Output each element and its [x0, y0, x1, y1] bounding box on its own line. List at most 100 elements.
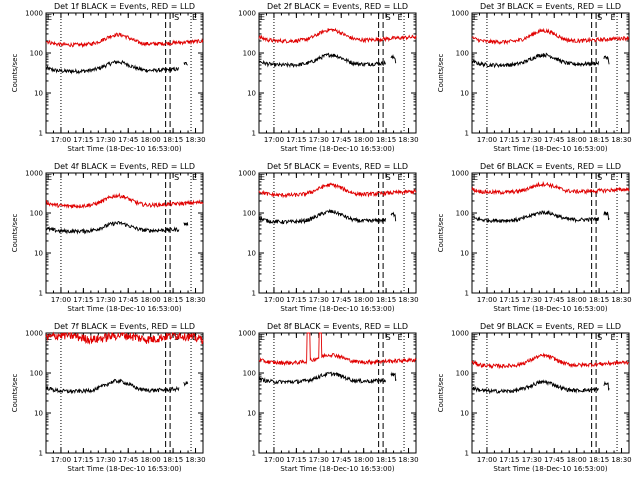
y-tick-label: 100	[30, 50, 43, 58]
panel-det-9: Det 9f BLACK = Events, RED = LLD 1 10 100 10…	[437, 322, 632, 473]
period-marker-label: S	[174, 13, 179, 22]
x-tick-label: 17:45	[331, 296, 351, 304]
x-axis-label: Start Time (18-Dec-10 16:53:00)	[493, 305, 607, 313]
x-axis-label: Start Time (18-Dec-10 16:53:00)	[280, 465, 394, 473]
panel-det-3: Det 3f BLACK = Events, RED = LLD 1 10 100 10…	[437, 2, 632, 153]
period-marker-label: E	[260, 173, 265, 182]
x-tick-label: 17:45	[544, 296, 564, 304]
x-tick-label: 17:00	[264, 136, 284, 144]
x-tick-label: 18:30	[185, 296, 205, 304]
panel-title: Det 4f BLACK = Events, RED = LLD	[54, 162, 195, 171]
x-tick-label: 18:15	[376, 456, 396, 464]
y-tick-label: 1000	[451, 10, 469, 18]
series-events-line	[471, 209, 610, 224]
x-tick-label: 17:15	[73, 296, 93, 304]
x-tick-label: 17:45	[118, 136, 138, 144]
period-marker-label: S	[386, 13, 391, 22]
plot-frame	[471, 12, 630, 134]
panel-title: Det 7f BLACK = Events, RED = LLD	[54, 322, 195, 331]
x-tick-label: 17:45	[544, 456, 564, 464]
x-tick-label: 17:00	[264, 456, 284, 464]
x-tick-label: 18:15	[589, 456, 609, 464]
x-tick-label: 17:30	[309, 296, 329, 304]
y-tick-label: 1	[39, 290, 43, 298]
x-tick-label: 18:30	[185, 456, 205, 464]
x-tick-label: 17:30	[522, 136, 542, 144]
series-lld-line	[45, 192, 204, 209]
x-tick-label: 17:00	[477, 136, 497, 144]
plot-frame	[45, 332, 204, 454]
y-tick-label: 10	[247, 90, 256, 98]
x-tick-label: 18:15	[376, 296, 396, 304]
panel-det-1: Det 1f BLACK = Events, RED = LLD 1 10 100 10…	[11, 2, 206, 153]
series-lld-line	[45, 331, 204, 345]
y-tick-label: 1000	[238, 330, 256, 338]
y-tick-label: 1000	[238, 10, 256, 18]
y-axis-label: Counts/sec	[437, 374, 445, 413]
x-tick-label: 18:15	[163, 456, 183, 464]
series-lld-line	[471, 27, 630, 45]
period-marker-label: E	[473, 13, 478, 22]
plot-frame	[45, 172, 204, 294]
x-tick-label: 18:15	[589, 136, 609, 144]
panel-det-5: Det 5f BLACK = Events, RED = LLD 1 10 100 10…	[238, 162, 418, 313]
x-tick-label: 18:00	[141, 136, 161, 144]
x-tick-label: 17:15	[286, 296, 306, 304]
period-marker-label: E	[260, 333, 265, 342]
y-tick-label: 1	[39, 130, 43, 138]
panel-title: Det 3f BLACK = Events, RED = LLD	[480, 2, 621, 11]
panel-title: Det 9f BLACK = Events, RED = LLD	[480, 322, 621, 331]
x-tick-label: 17:15	[499, 136, 519, 144]
y-tick-label: 10	[247, 410, 256, 418]
y-tick-label: 100	[30, 370, 43, 378]
y-tick-label: 10	[460, 410, 469, 418]
series-events-line	[471, 52, 610, 69]
x-tick-label: 17:00	[477, 456, 497, 464]
panel-title: Det 1f BLACK = Events, RED = LLD	[54, 2, 195, 11]
x-tick-label: 17:45	[118, 296, 138, 304]
x-tick-label: 17:30	[309, 136, 329, 144]
y-axis-label: Counts/sec	[11, 54, 19, 93]
x-tick-label: 18:30	[398, 296, 418, 304]
y-tick-label: 1000	[25, 170, 43, 178]
period-marker-label: E	[398, 13, 403, 22]
x-tick-label: 18:30	[398, 136, 418, 144]
period-marker-label: E	[611, 333, 616, 342]
x-tick-label: 18:15	[376, 136, 396, 144]
series-lld-line	[258, 27, 417, 44]
x-axis-label: Start Time (18-Dec-10 16:53:00)	[493, 465, 607, 473]
x-tick-label: 17:15	[286, 456, 306, 464]
x-tick-label: 17:30	[96, 136, 116, 144]
y-tick-label: 100	[243, 210, 256, 218]
y-tick-label: 1	[252, 290, 256, 298]
series-events-line	[258, 371, 397, 385]
plot-frame	[471, 172, 630, 294]
period-marker-label: S	[386, 173, 391, 182]
x-tick-label: 17:15	[286, 136, 306, 144]
period-marker-label: S	[597, 13, 602, 22]
x-tick-label: 17:45	[544, 136, 564, 144]
x-tick-label: 17:30	[96, 296, 116, 304]
x-tick-label: 17:45	[118, 456, 138, 464]
period-marker-label: S	[386, 333, 391, 342]
series-events-line	[258, 208, 397, 225]
y-tick-label: 1000	[25, 10, 43, 18]
x-tick-label: 18:00	[141, 456, 161, 464]
y-tick-label: 100	[243, 50, 256, 58]
period-marker-label: E	[47, 333, 52, 342]
y-tick-label: 1	[252, 450, 256, 458]
x-tick-label: 18:00	[567, 456, 587, 464]
x-tick-label: 17:30	[522, 456, 542, 464]
period-marker-label: E	[611, 173, 616, 182]
y-tick-label: 1	[465, 450, 469, 458]
panel-title: Det 8f BLACK = Events, RED = LLD	[267, 322, 408, 331]
x-axis-label: Start Time (18-Dec-10 16:53:00)	[493, 145, 607, 153]
plot-frame	[258, 12, 417, 134]
y-tick-label: 10	[34, 410, 43, 418]
series-events-line	[258, 52, 397, 68]
y-axis-label: Counts/sec	[11, 214, 19, 253]
plot-frame	[258, 172, 417, 294]
period-marker-label: E	[473, 333, 478, 342]
x-axis-label: Start Time (18-Dec-10 16:53:00)	[67, 145, 181, 153]
period-marker-label: S	[597, 333, 602, 342]
